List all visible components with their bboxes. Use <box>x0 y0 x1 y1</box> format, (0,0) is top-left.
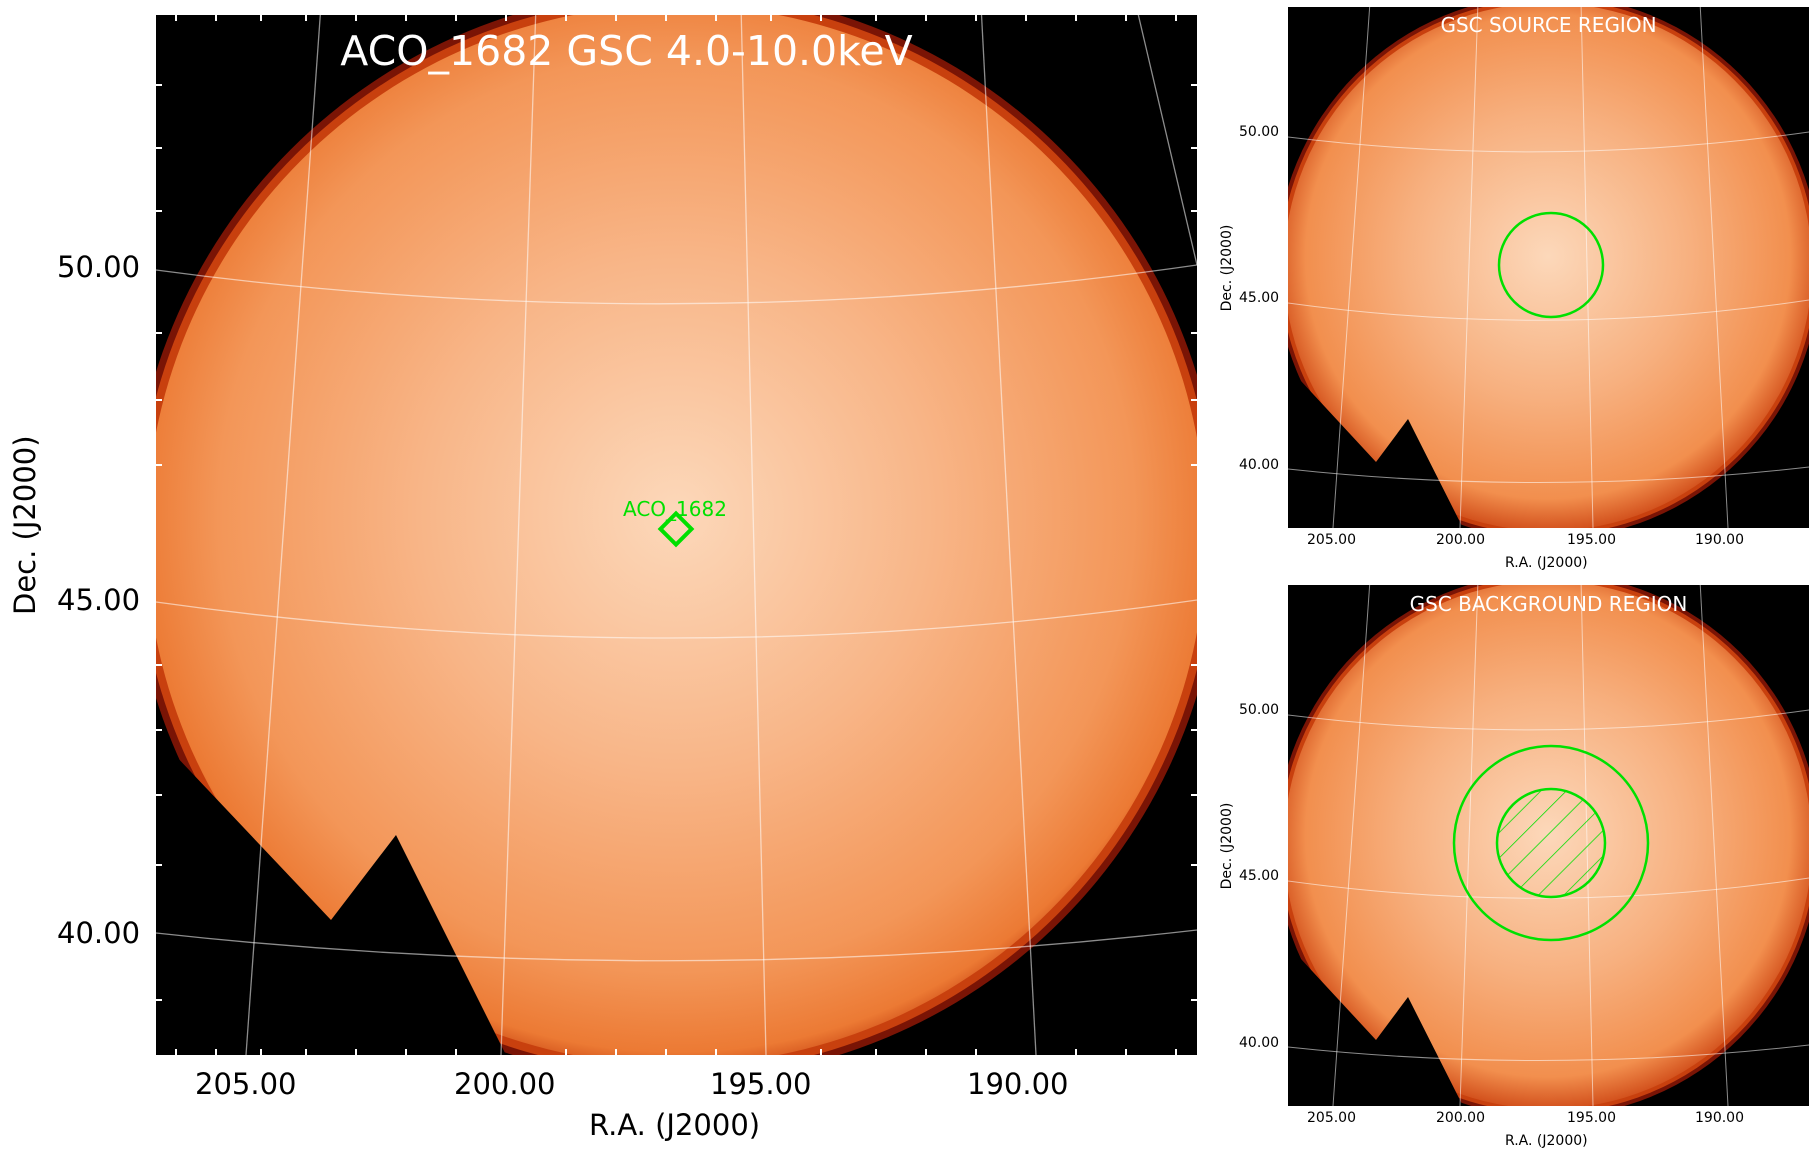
main-map-image <box>156 15 1197 1055</box>
source-region-image <box>1288 7 1809 528</box>
coordinate-grid <box>1288 7 1809 528</box>
masked-region <box>1288 367 1463 528</box>
bkg-ytick-50: 50.00 <box>1239 702 1280 718</box>
background-excluded-circle[interactable] <box>1495 787 1607 899</box>
main-xtick-205: 205.00 <box>195 1067 297 1101</box>
src-xtick-205: 205.00 <box>1307 532 1356 548</box>
bkg-ytick-40: 40.00 <box>1239 1035 1280 1051</box>
src-xtick-195: 195.00 <box>1567 532 1616 548</box>
src-xtick-190: 190.00 <box>1695 532 1744 548</box>
masked-region <box>1288 945 1463 1106</box>
axis-ticks <box>156 15 1197 1055</box>
main-xtick-200: 200.00 <box>454 1067 556 1101</box>
bkg-xtick-190: 190.00 <box>1695 1110 1744 1126</box>
src-ytick-45: 45.00 <box>1239 290 1280 306</box>
source-region-panel: GSC SOURCE REGION <box>1288 7 1809 528</box>
background-region-image <box>1288 585 1809 1106</box>
src-xtick-200: 200.00 <box>1436 532 1485 548</box>
bkg-xtick-205: 205.00 <box>1307 1110 1356 1126</box>
main-ytick-45: 45.00 <box>57 583 141 617</box>
main-map-panel: ACO_1682 GSC 4.0-10.0keV ACO_1682 <box>156 15 1197 1055</box>
coordinate-grid <box>156 15 1197 1055</box>
main-xtick-190: 190.00 <box>967 1067 1069 1101</box>
source-label: ACO_1682 <box>623 497 727 521</box>
src-xlabel: R.A. (J2000) <box>1505 555 1588 571</box>
src-ytick-40: 40.00 <box>1239 457 1280 473</box>
main-ytick-40: 40.00 <box>57 916 141 950</box>
main-ytick-50: 50.00 <box>57 250 141 284</box>
bkg-xlabel: R.A. (J2000) <box>1505 1133 1588 1149</box>
bkg-xtick-200: 200.00 <box>1436 1110 1485 1126</box>
bkg-ylabel: Dec. (J2000) <box>1219 802 1235 890</box>
masked-region <box>156 735 506 1055</box>
main-title: ACO_1682 GSC 4.0-10.0keV <box>340 27 913 75</box>
bkg-ytick-45: 45.00 <box>1239 868 1280 884</box>
background-region-panel: GSC BACKGROUND REGION <box>1288 585 1809 1106</box>
src-ytick-50: 50.00 <box>1239 124 1280 140</box>
source-panel-title: GSC SOURCE REGION <box>1440 13 1657 37</box>
background-outer-circle[interactable] <box>1452 744 1650 942</box>
main-ylabel: Dec. (J2000) <box>8 435 42 615</box>
bkg-xtick-195: 195.00 <box>1567 1110 1616 1126</box>
source-marker-diamond[interactable] <box>657 510 695 548</box>
src-ylabel: Dec. (J2000) <box>1219 224 1235 312</box>
main-xtick-195: 195.00 <box>710 1067 812 1101</box>
main-xlabel: R.A. (J2000) <box>589 1108 761 1142</box>
background-panel-title: GSC BACKGROUND REGION <box>1409 592 1688 616</box>
source-region-circle[interactable] <box>1497 211 1605 319</box>
